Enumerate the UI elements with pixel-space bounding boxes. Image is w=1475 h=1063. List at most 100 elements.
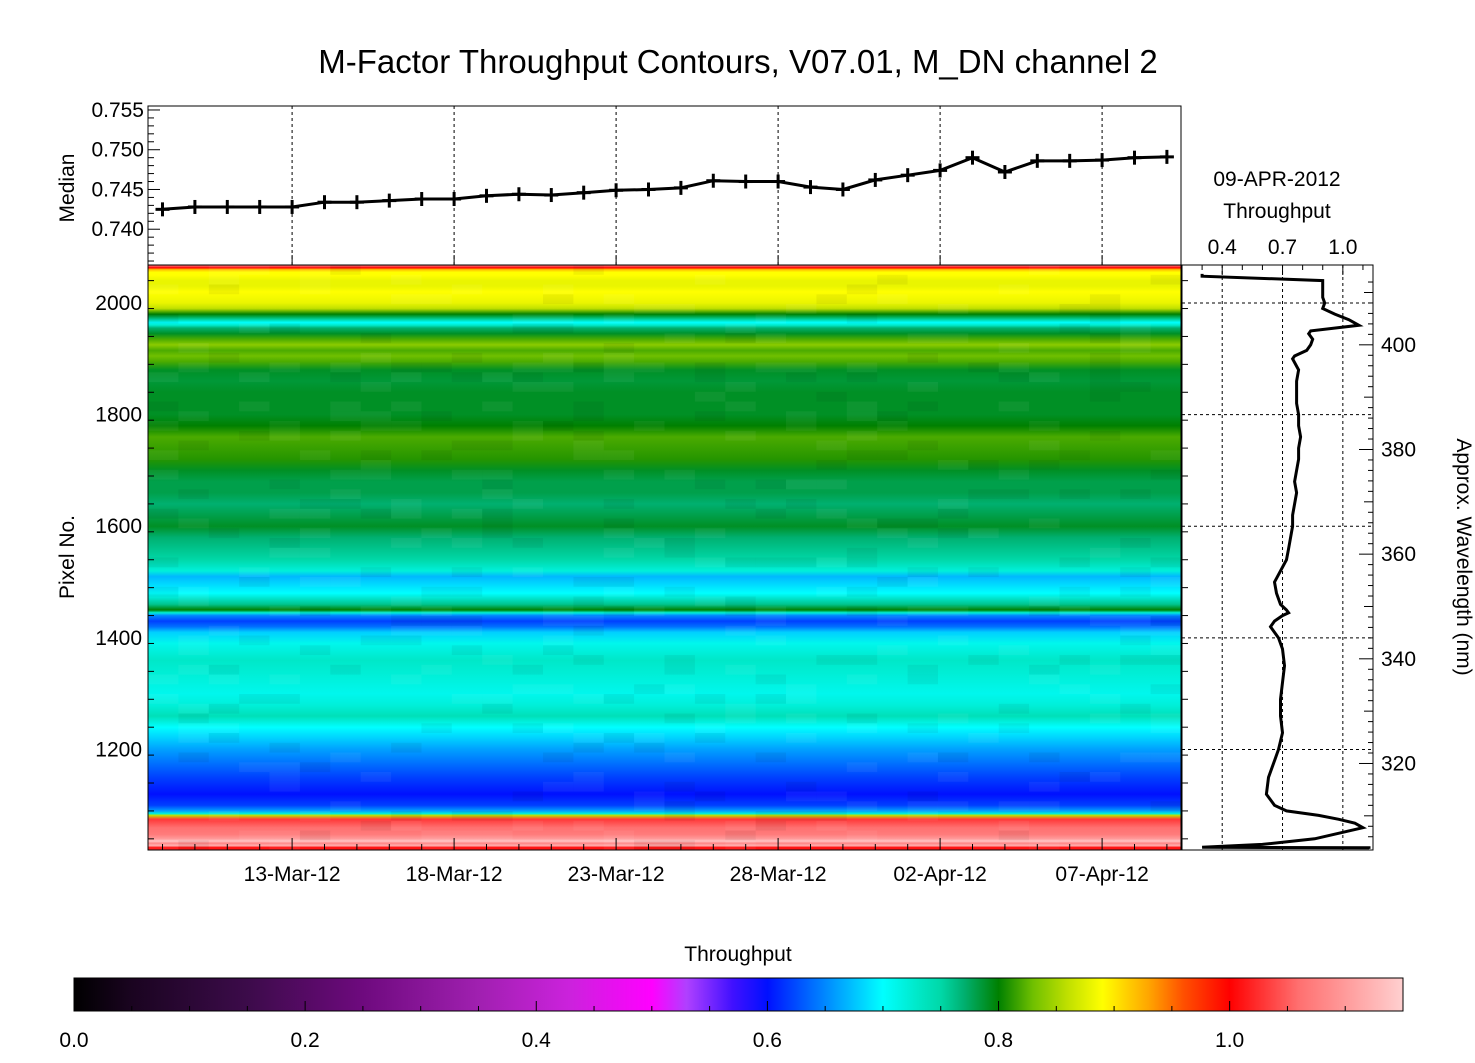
heatmap-texture-cell bbox=[543, 684, 574, 695]
heatmap-texture-cell bbox=[573, 820, 604, 831]
heatmap-texture-cell bbox=[573, 772, 604, 782]
profile-grid bbox=[1182, 265, 1373, 850]
heatmap-texture-cell bbox=[421, 625, 452, 636]
heatmap-fill bbox=[148, 265, 1181, 850]
heatmap-texture-cell bbox=[178, 840, 209, 851]
median-point bbox=[1127, 150, 1142, 165]
heatmap-texture-cell bbox=[178, 489, 209, 500]
heatmap-texture-cell bbox=[1150, 450, 1181, 461]
heatmap-texture-cell bbox=[512, 372, 543, 383]
profile-x-ticks: 0.4 0.7 1.0 bbox=[1182, 236, 1364, 840]
heatmap-texture-cell bbox=[725, 430, 756, 441]
heatmap-texture-cell bbox=[360, 567, 392, 578]
heatmap-texture-cell bbox=[664, 538, 695, 548]
heatmap-texture-cell bbox=[968, 733, 999, 743]
median-frame bbox=[147, 105, 1182, 266]
heatmap-texture-cell bbox=[269, 762, 300, 773]
median-point bbox=[317, 195, 332, 210]
heatmap-texture-cell bbox=[846, 372, 878, 383]
heatmap-texture-cell bbox=[907, 567, 938, 578]
heatmap-texture-cell bbox=[1029, 596, 1060, 607]
heatmap-texture-cell bbox=[998, 830, 1030, 841]
median-y-ticks: 0.740 0.745 0.750 0.755 bbox=[91, 99, 160, 262]
heatmap-texture-cell bbox=[512, 664, 543, 675]
profile-panel: 09-APR-2012 Throughput 0.4 0.7 1.0 3203403… bbox=[1181, 168, 1475, 851]
heatmap-texture-cell bbox=[725, 625, 756, 636]
heatmap-texture-cell bbox=[634, 538, 665, 548]
heatmap-texture-cell bbox=[725, 596, 756, 607]
heatmap-texture-cell bbox=[786, 557, 817, 568]
heatmap-texture-cell bbox=[269, 323, 300, 334]
heatmap-texture-cell bbox=[482, 703, 513, 714]
heatmap-texture-cell bbox=[573, 733, 604, 743]
heatmap-texture-cell bbox=[1120, 323, 1151, 334]
heatmap-texture-cell bbox=[603, 830, 635, 841]
heatmap-texture-cell bbox=[603, 518, 635, 529]
heatmap-texture-cell bbox=[877, 645, 908, 656]
heatmap-texture-cell bbox=[543, 294, 574, 305]
heatmap-texture-cell bbox=[786, 811, 817, 821]
heatmap-texture-cell bbox=[907, 664, 938, 675]
heatmap-texture-cell bbox=[1120, 703, 1151, 714]
heatmap-texture-cell bbox=[421, 586, 452, 597]
median-point bbox=[511, 187, 526, 202]
profile-wavelength-ticks: 320 340 360 380 400 bbox=[1359, 281, 1416, 838]
heatmap-texture-cell bbox=[391, 294, 422, 305]
heatmap-texture-cell bbox=[573, 625, 604, 636]
heatmap-texture-cell bbox=[694, 274, 726, 285]
heatmap-texture-cell bbox=[512, 362, 543, 373]
heatmap-texture-cell bbox=[573, 362, 604, 373]
heatmap-texture-cell bbox=[512, 791, 543, 802]
heatmap-texture-cell bbox=[573, 440, 604, 451]
heatmap-texture-cell bbox=[877, 577, 908, 587]
median-point bbox=[544, 188, 559, 203]
heatmap-texture-cell bbox=[1029, 664, 1060, 675]
heatmap-texture-cell bbox=[299, 284, 331, 295]
heatmap-texture-cell bbox=[330, 469, 361, 480]
profile-title-quantity: Throughput bbox=[1223, 200, 1331, 223]
median-point bbox=[900, 168, 915, 183]
heatmap-y-tick-label-0: 1200 bbox=[95, 739, 142, 762]
heatmap-texture-cell bbox=[664, 469, 695, 480]
median-point bbox=[1095, 153, 1110, 168]
heatmap-texture-cell bbox=[664, 752, 695, 763]
heatmap-texture-cell bbox=[360, 635, 392, 646]
heatmap-texture-cell bbox=[1150, 577, 1181, 587]
heatmap-texture-cell bbox=[208, 284, 240, 295]
heatmap-texture-cell bbox=[1089, 430, 1121, 441]
heatmap-texture-cell bbox=[1150, 723, 1181, 734]
heatmap-texture-cell bbox=[1029, 372, 1060, 383]
colorbar-tick-label-5: 1.0 bbox=[1215, 1029, 1244, 1052]
heatmap-texture-cell bbox=[603, 733, 635, 743]
heatmap-texture-cell bbox=[694, 694, 726, 704]
heatmap-texture-cell bbox=[603, 577, 635, 587]
heatmap-texture-cell bbox=[451, 284, 483, 295]
heatmap-texture-cell bbox=[937, 528, 969, 539]
heatmap-texture-cell bbox=[299, 528, 331, 539]
heatmap-texture-cell bbox=[148, 284, 179, 295]
heatmap-texture-cell bbox=[968, 489, 999, 500]
heatmap-texture-cell bbox=[512, 323, 543, 334]
heatmap-texture-cell bbox=[208, 664, 240, 675]
colorbar-ticks: 0.0 0.2 0.4 0.6 0.8 1.0 bbox=[59, 1001, 1404, 1052]
heatmap-texture-cell bbox=[391, 616, 422, 626]
heatmap-y-tick-label-4: 2000 bbox=[95, 292, 142, 315]
heatmap-texture-cell bbox=[755, 674, 786, 685]
heatmap-texture-cell bbox=[725, 820, 756, 831]
heatmap-texture-cell bbox=[269, 606, 300, 617]
heatmap-texture-cell bbox=[603, 372, 635, 383]
heatmap-texture-cell bbox=[239, 265, 270, 275]
heatmap-texture-cell bbox=[543, 752, 574, 763]
colorbar: Throughput 0.0 0.2 0.4 0.6 0.8 1.0 bbox=[59, 943, 1404, 1052]
heatmap-texture-cell bbox=[208, 674, 240, 685]
heatmap-texture-cell bbox=[482, 518, 513, 529]
median-point bbox=[803, 180, 818, 195]
heatmap-texture-cell bbox=[269, 479, 300, 490]
heatmap-texture-cell bbox=[421, 606, 452, 617]
heatmap-texture-cell bbox=[239, 567, 270, 578]
heatmap-texture-cell bbox=[299, 577, 331, 587]
heatmap-x-tick-label-0: 13-Mar-12 bbox=[244, 863, 341, 886]
heatmap-texture-cell bbox=[178, 723, 209, 734]
heatmap-texture-cell bbox=[482, 508, 513, 519]
heatmap-texture-cell bbox=[846, 411, 878, 422]
